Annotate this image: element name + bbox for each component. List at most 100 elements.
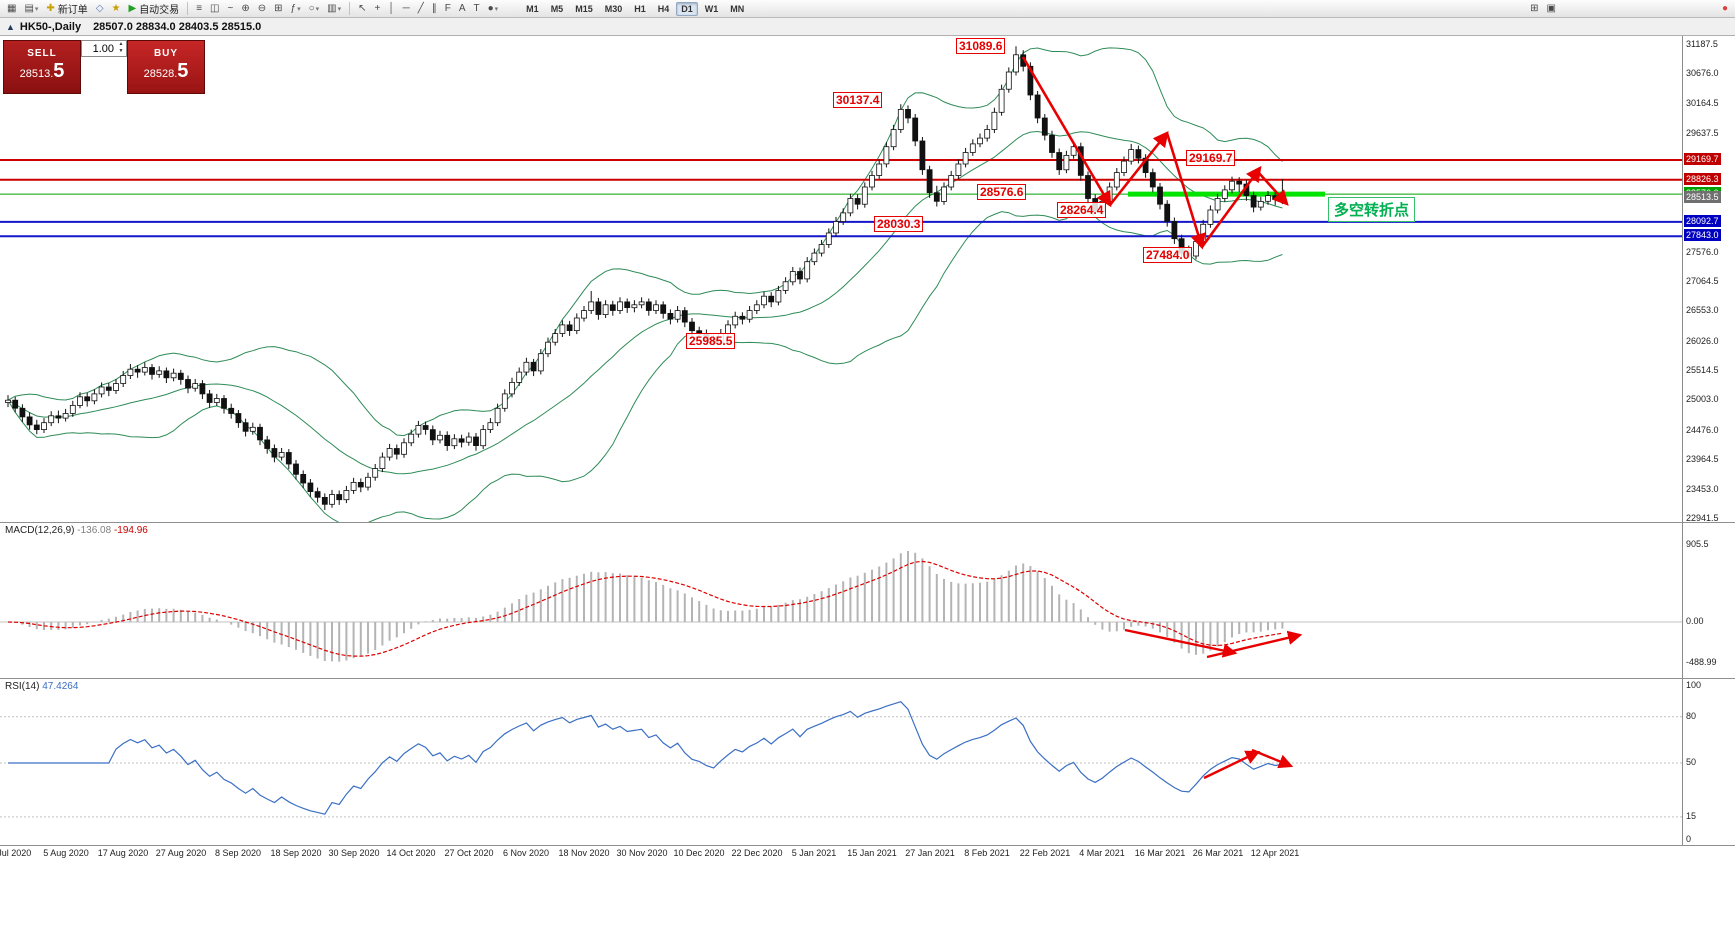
volume-input[interactable]: [81, 40, 127, 57]
price-annotation[interactable]: 25985.5: [686, 333, 736, 349]
turning-point-note[interactable]: 多空转折点: [1328, 197, 1416, 222]
candlestick-chart[interactable]: [0, 36, 1682, 522]
candle: [681, 310, 688, 323]
new-order-button[interactable]: ✚ 新订单: [43, 0, 90, 17]
price-annotation[interactable]: 31089.6: [956, 38, 1006, 54]
candle: [285, 452, 292, 465]
periods-button[interactable]: ○ ▾: [306, 0, 323, 17]
candle: [365, 476, 371, 488]
trend-arrow[interactable]: [1021, 56, 1112, 208]
timeframe-m5-button[interactable]: M5: [550, 3, 564, 14]
price-annotation[interactable]: 27484.0: [1143, 247, 1193, 263]
indicators-button[interactable]: ƒ ▾: [288, 0, 304, 17]
notification-icon[interactable]: ●: [1719, 0, 1731, 17]
stepper-up-icon[interactable]: ▲: [118, 41, 124, 47]
vertical-line-button[interactable]: │: [385, 0, 397, 17]
market-button[interactable]: ★: [109, 0, 124, 17]
candlestick-chart-type-button[interactable]: ◫: [207, 0, 222, 17]
candle: [235, 413, 242, 424]
candle: [1257, 200, 1264, 208]
candle: [98, 386, 105, 395]
macd-signal-line: [7, 560, 1283, 657]
candle: [278, 452, 285, 458]
trendline-button[interactable]: ╱: [415, 0, 427, 17]
autotrading-button[interactable]: ▶ 自动交易: [125, 0, 182, 17]
trend-arrow[interactable]: [1203, 750, 1261, 780]
metaeditor-button[interactable]: ◇: [93, 0, 107, 17]
price-axis-label: 25003.0: [1686, 394, 1719, 404]
candle: [401, 442, 407, 455]
cursor-button[interactable]: ↖: [355, 0, 369, 17]
candle: [336, 494, 343, 501]
candle: [177, 372, 184, 380]
channel-button[interactable]: ∥: [429, 0, 440, 17]
timeframe-m15-button[interactable]: M15: [575, 3, 593, 14]
horizontal-line-button[interactable]: ─: [400, 0, 413, 17]
label-button[interactable]: T: [471, 0, 483, 17]
buy-button[interactable]: BUY 28528.5: [127, 40, 205, 94]
oneclick-collapse-icon[interactable]: ▲: [6, 21, 15, 32]
timeframe-mn-button[interactable]: MN: [730, 3, 745, 14]
candle: [509, 381, 515, 395]
zoom-out-button[interactable]: ⊖: [255, 0, 269, 17]
candle: [962, 152, 969, 165]
line-chart-type-button[interactable]: ~: [224, 0, 236, 17]
price-axis-label: 23453.0: [1686, 484, 1719, 494]
candle: [321, 496, 328, 505]
sell-button[interactable]: SELL 28513.5: [3, 40, 81, 94]
rsi-chart[interactable]: [0, 679, 1682, 845]
candle: [357, 481, 364, 488]
templates-button[interactable]: ▥ ▾: [324, 0, 344, 17]
vertical-line-icon: │: [388, 3, 395, 14]
bar-chart-type-button[interactable]: ≡: [193, 0, 205, 17]
timeframe-w1-button[interactable]: W1: [704, 3, 719, 14]
tile-windows-button[interactable]: ⊞: [271, 0, 285, 17]
candle: [869, 175, 875, 188]
candle: [1027, 65, 1034, 96]
price-annotation[interactable]: 28576.6: [977, 184, 1027, 200]
trend-arrow[interactable]: [1124, 628, 1238, 658]
candle: [566, 324, 573, 331]
text-button[interactable]: A: [456, 0, 469, 17]
timeframe-m1-button[interactable]: M1: [526, 3, 539, 14]
timeframe-h1-button[interactable]: H1: [634, 3, 646, 14]
date-axis-label: 18 Nov 2020: [558, 848, 610, 858]
profiles-button[interactable]: ▤ ▾: [21, 0, 41, 17]
candle: [1149, 172, 1156, 188]
candle: [753, 304, 760, 311]
stepper-down-icon[interactable]: ▼: [118, 48, 124, 54]
price-annotation[interactable]: 28030.3: [874, 216, 924, 232]
price-annotation[interactable]: 29169.7: [1186, 150, 1236, 166]
crosshair-button[interactable]: +: [372, 0, 384, 17]
trend-arrow[interactable]: [1165, 132, 1206, 250]
zoom-in-button[interactable]: ⊕: [238, 0, 252, 17]
fibonacci-icon: F: [444, 3, 451, 14]
rsi-label: RSI(14) 47.4264: [5, 681, 79, 692]
trend-arrow[interactable]: [1108, 130, 1169, 206]
trend-arrow[interactable]: [1200, 165, 1262, 248]
trend-arrow[interactable]: [1251, 748, 1294, 769]
bollinger-middle-band: [7, 130, 1283, 475]
candle: [804, 261, 811, 280]
volume-stepper[interactable]: ▲ ▼: [116, 41, 126, 56]
trend-arrow[interactable]: [1257, 171, 1289, 206]
timeframe-m30-button[interactable]: M30: [604, 3, 623, 14]
help-button[interactable]: ▣: [1544, 0, 1559, 17]
candle: [62, 413, 69, 419]
timeframe-d1-button[interactable]: D1: [676, 1, 698, 16]
price-annotation[interactable]: 30137.4: [833, 92, 883, 108]
price-axis[interactable]: 31187.5 30676.0 30164.5 29637.5 27576.0 27064…: [1683, 36, 1735, 523]
fibonacci-button[interactable]: F: [442, 0, 454, 17]
price-axis-label: 27576.0: [1686, 247, 1719, 257]
price-annotation[interactable]: 28264.4: [1057, 202, 1107, 218]
candle: [48, 415, 55, 424]
candle: [660, 304, 667, 314]
timeframe-h4-button[interactable]: H4: [657, 3, 670, 14]
arrows-button[interactable]: ● ▾: [485, 0, 502, 17]
trend-arrow[interactable]: [1206, 630, 1303, 659]
new-chart-button[interactable]: ▦: [4, 0, 19, 17]
macd-chart[interactable]: [0, 523, 1682, 678]
candle: [811, 252, 818, 263]
candle: [12, 399, 19, 409]
window-arrange-button[interactable]: ⊞: [1527, 0, 1541, 17]
